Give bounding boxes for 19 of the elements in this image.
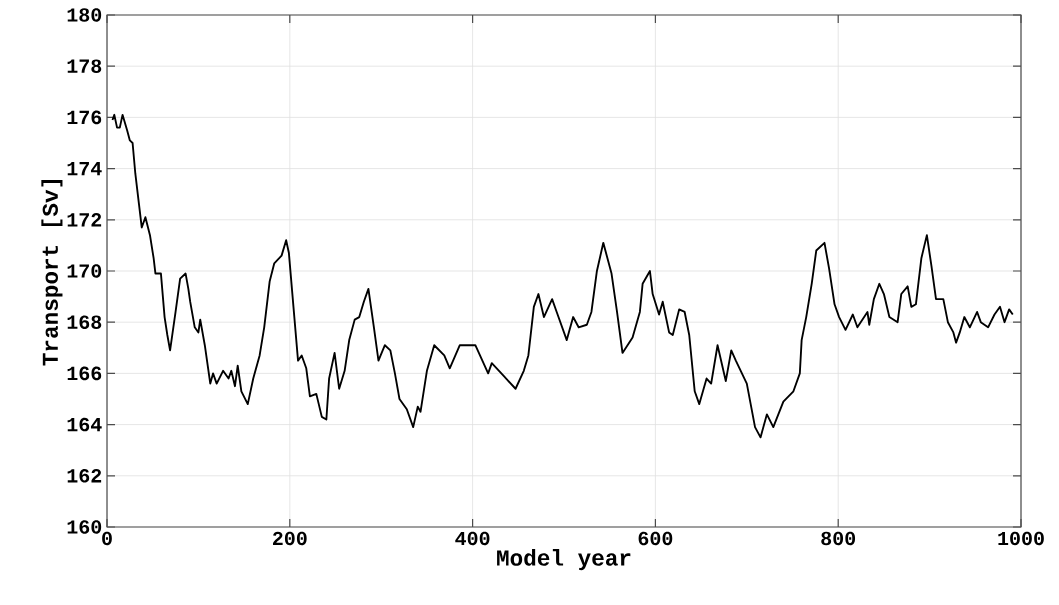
x-tick-label: 600 [638,531,673,546]
y-tick-label: 170 [67,264,102,278]
x-tick-label: 800 [821,531,856,546]
y-tick-label: 160 [67,520,102,534]
y-tick-label: 162 [67,468,102,483]
x-tick-label: 1000 [998,531,1044,546]
y-tick-label: 166 [67,366,102,381]
y-tick-label: 174 [67,162,102,176]
x-tick-label: 400 [455,531,490,546]
y-tick-label: 168 [67,315,102,329]
y-axis-title: Transport [Sv] [41,179,63,366]
y-tick-label: 180 [67,8,102,22]
y-tick-label: 176 [67,110,102,125]
y-tick-label: 178 [67,59,102,73]
x-axis-title: Model year [497,549,631,571]
x-tick-label: 0 [102,531,112,546]
y-tick-label: 172 [67,213,102,227]
y-tick-label: 164 [67,417,102,432]
x-tick-label: 200 [273,531,307,546]
